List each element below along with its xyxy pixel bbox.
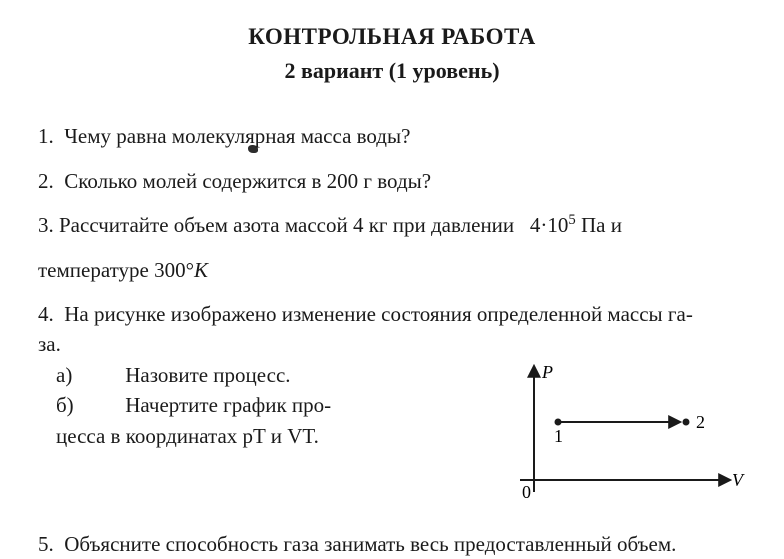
question-5: 5. Объясните способность газа занимать в… xyxy=(38,529,746,559)
question-3: 3. Рассчитайте объем азота массой 4 кг п… xyxy=(38,210,746,285)
q3-deg: ° xyxy=(186,258,194,282)
question-4: 4. На рисунке изображено изменение состо… xyxy=(38,299,746,515)
q4b-letter: б) xyxy=(56,390,120,420)
axis-label-p: P xyxy=(541,362,553,382)
q1-number: 1. xyxy=(38,124,54,148)
origin-label: 0 xyxy=(522,482,531,502)
q3-coef: 4·10 xyxy=(530,213,569,237)
q4a-letter: а) xyxy=(56,360,120,390)
pv-diagram: P V 0 1 2 xyxy=(496,360,746,515)
ink-smudge xyxy=(248,145,258,153)
q2-text: Сколько молей содержится в 200 г воды? xyxy=(64,169,431,193)
question-1: 1. Чему равна молекулярная масса воды? xyxy=(38,121,746,151)
q4-number: 4. xyxy=(38,302,54,326)
point-2-label: 2 xyxy=(696,412,705,432)
q5-number: 5. xyxy=(38,532,54,556)
q4-subparts: а) Назовите процесс. б) Начертите график… xyxy=(38,360,486,451)
doc-title: КОНТРОЛЬНАЯ РАБОТА xyxy=(38,20,746,53)
q4b-line1: Начертите график про- xyxy=(125,393,331,417)
q4b-line2: цесса в координатах pT и VT. xyxy=(56,421,486,451)
q5-text: Объясните способность газа занимать весь… xyxy=(64,532,676,556)
q3-part1: Рассчитайте объем азота массой 4 кг при … xyxy=(59,213,514,237)
q3-line2-pre: температуре 300 xyxy=(38,258,186,282)
q3-number: 3. xyxy=(38,213,54,237)
q3-exp: 5 xyxy=(568,212,575,228)
q3-kelvin: K xyxy=(194,258,208,282)
q3-unit-tail: Па и xyxy=(581,213,622,237)
header: КОНТРОЛЬНАЯ РАБОТА 2 вариант (1 уровень) xyxy=(38,20,746,87)
question-2: 2. Сколько молей содержится в 200 г воды… xyxy=(38,166,746,196)
q4-intro: На рисунке изображено изменение состояни… xyxy=(64,302,693,326)
q1-text: Чему равна молекулярная масса воды? xyxy=(64,124,410,148)
doc-subtitle: 2 вариант (1 уровень) xyxy=(38,55,746,87)
axis-label-v: V xyxy=(732,470,745,490)
q4a-text: Назовите процесс. xyxy=(125,363,290,387)
point-1-label: 1 xyxy=(554,426,563,446)
point-2 xyxy=(683,418,690,425)
q2-number: 2. xyxy=(38,169,54,193)
point-1 xyxy=(555,418,562,425)
q4-intro2: за. xyxy=(38,329,746,359)
